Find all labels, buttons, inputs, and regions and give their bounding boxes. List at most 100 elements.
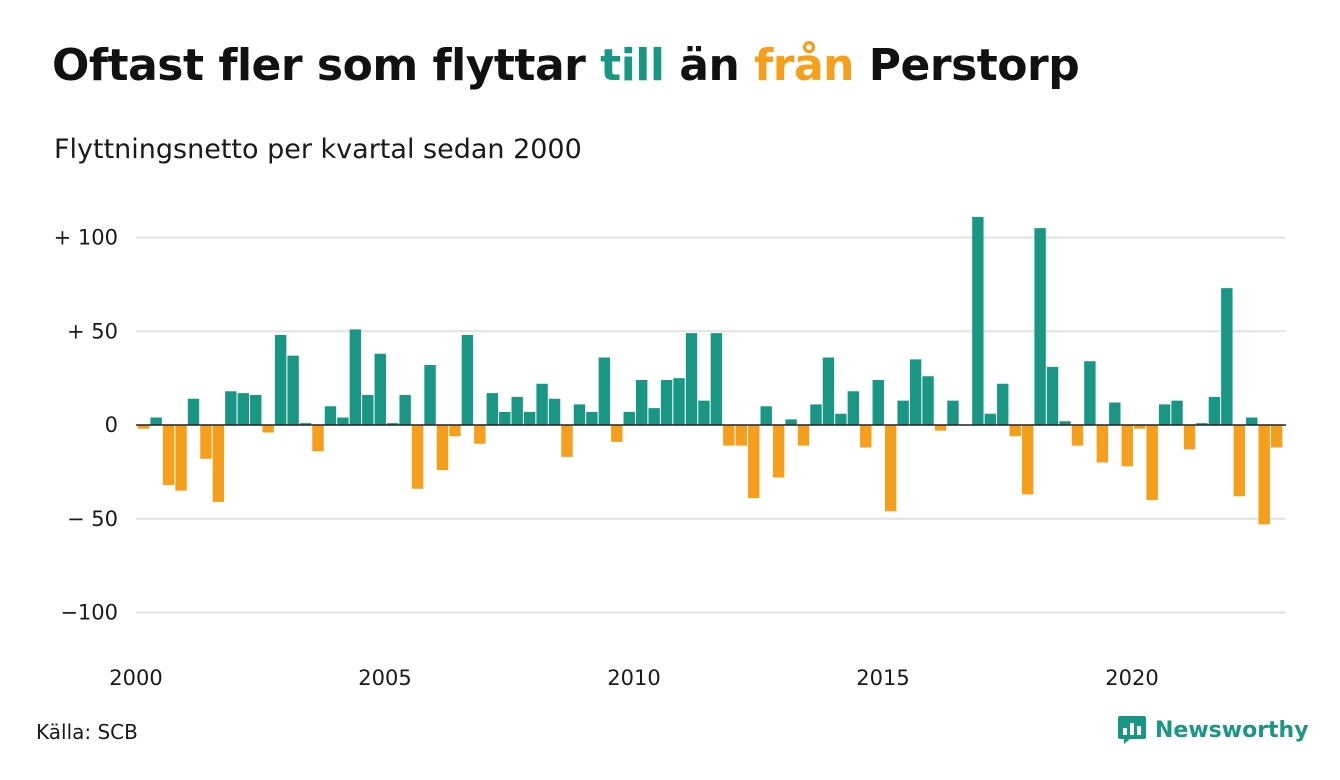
bar-negative [611,425,623,442]
bar-positive [237,393,249,426]
bar-positive [710,333,723,426]
bar-positive [660,380,673,425]
bar-positive [1158,404,1171,426]
bar-negative [735,425,747,446]
bars [138,216,1283,525]
bar-positive [1171,400,1183,426]
bar-negative [885,425,897,512]
bar-negative [797,425,810,446]
bar-negative [1258,425,1270,525]
bar-positive [424,365,436,425]
bar-positive [984,413,996,425]
bar-positive [324,406,337,425]
bar-positive [1109,402,1121,425]
bar-positive [250,395,262,425]
bar-negative [138,425,150,429]
bar-positive [1084,361,1096,425]
bar-positive [997,383,1009,425]
bar-negative [411,425,424,489]
bar-positive [349,329,362,426]
bar-negative [723,425,735,446]
bar-negative [262,425,274,433]
bar-negative [748,425,760,499]
bar-positive [287,355,299,426]
bar-negative [1009,425,1021,437]
bar-positive [536,383,548,425]
bar-negative [1233,425,1245,497]
brand-logo: Newsworthy [1117,714,1309,746]
gridlines [136,236,1286,614]
bar-positive [972,216,984,426]
bar-positive [1208,396,1221,426]
title-highlight-fran: från [754,40,854,91]
bar-negative [436,425,449,470]
bar-positive [1196,423,1208,426]
bar-positive [499,411,511,426]
bar-positive [362,395,374,425]
bar-negative [1121,425,1133,467]
x-tick-label: 2015 [856,666,909,690]
bar-negative [212,425,225,502]
title-part-3: Perstorp [853,40,1080,91]
bar-positive [1046,366,1059,426]
bar-negative [200,425,212,459]
bar-positive [461,335,474,425]
bar-positive [586,411,598,426]
bar-positive [636,380,648,425]
bar-negative [1146,425,1158,500]
bar-positive [760,406,772,425]
bar-positive [573,404,586,426]
bar-positive [685,333,698,426]
chart-subtitle: Flyttningsnetto per kvartal sedan 2000 [54,134,582,165]
bar-positive [922,376,934,425]
bar-positive [909,359,922,426]
bar-positive [785,419,797,426]
bar-negative [1096,425,1109,463]
bar-positive [648,408,660,426]
bar-negative [860,425,872,448]
x-tick-label: 2000 [109,666,162,690]
bar-positive [337,417,349,425]
bar-negative [449,425,461,437]
bar-positive [810,404,822,426]
bar-negative [772,425,785,478]
y-axis-ticks: + 100 + 50 0 − 50 −100 [54,226,118,625]
bar-positive [847,391,860,425]
x-tick-label: 2010 [607,666,660,690]
bar-negative [1071,425,1084,446]
bar-positive [548,398,561,425]
bar-positive [1221,288,1233,426]
bar-positive [835,413,847,425]
bar-negative [1183,425,1196,450]
bar-negative [474,425,486,444]
bar-chart-chat-icon [1118,716,1146,744]
bar-chart: + 100 + 50 0 − 50 −100 2000 2005 2010 2015 2020 [54,216,1286,690]
y-tick-label: + 100 [54,226,118,250]
title-part-1: Oftast fler som flyttar [52,40,601,91]
bar-positive [523,411,536,426]
source-note: Källa: SCB [36,720,138,744]
bar-positive [387,423,399,426]
bar-negative [175,425,187,491]
title-highlight-till: till [600,40,665,91]
bar-positive [225,391,237,425]
brand-name: Newsworthy [1155,717,1309,743]
bar-negative [934,425,947,431]
x-tick-label: 2005 [358,666,411,690]
bar-negative [1021,425,1034,495]
bar-positive [374,353,386,425]
bar-negative [1270,425,1283,448]
bar-positive [1034,228,1046,426]
y-tick-label: 0 [105,413,118,437]
bar-negative [1134,425,1146,429]
bar-positive [623,411,635,426]
bar-positive [1059,421,1071,425]
y-tick-label: − 50 [67,507,118,531]
bar-positive [947,400,959,426]
bar-negative [312,425,324,452]
x-tick-label: 2020 [1105,666,1158,690]
bar-positive [274,335,287,425]
bar-positive [698,400,710,426]
x-axis-ticks: 2000 2005 2010 2015 2020 [109,666,1158,690]
bar-positive [299,423,312,426]
